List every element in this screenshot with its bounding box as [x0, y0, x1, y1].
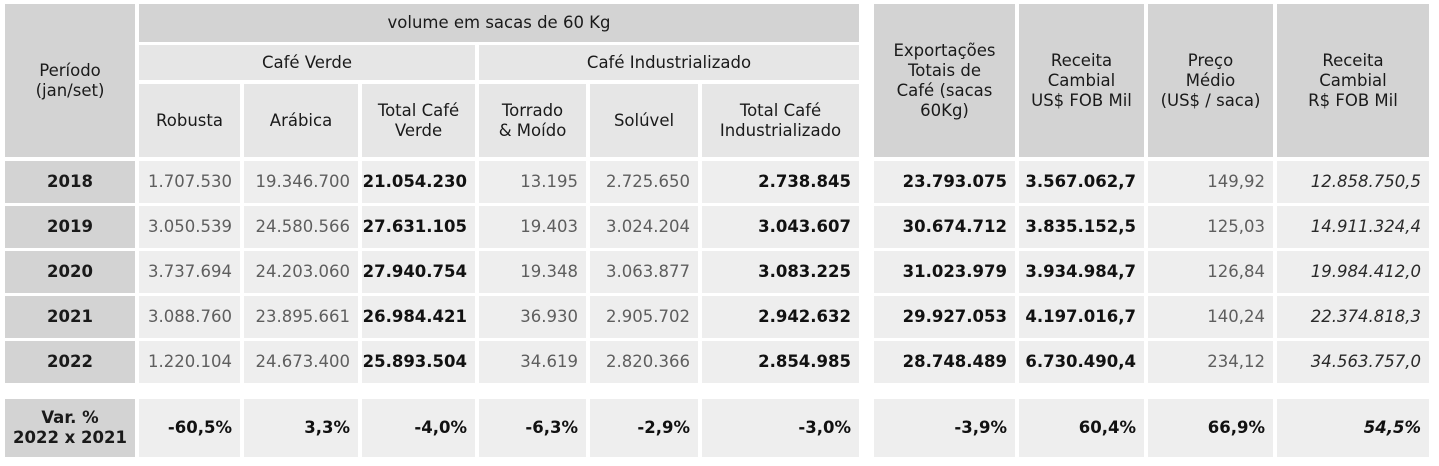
cell-exportacoes: 28.748.489: [874, 341, 1015, 383]
cell-soluvel: 3.063.877: [590, 251, 698, 293]
cell-soluvel: 3.024.204: [590, 206, 698, 248]
variation-total-industrializado: -3,0%: [702, 399, 859, 457]
cell-arabica: 23.895.661: [244, 296, 358, 338]
cell-receita-usd: 4.197.016,7: [1019, 296, 1144, 338]
cell-torrado: 36.930: [479, 296, 586, 338]
header-total-verde: Total Café Verde: [362, 84, 475, 157]
cell-arabica: 24.203.060: [244, 251, 358, 293]
cell-total-industrializado: 2.942.632: [702, 296, 859, 338]
cell-preco-medio: 126,84: [1148, 251, 1273, 293]
header-robusta: Robusta: [139, 84, 240, 157]
header-receita-usd: Receita Cambial US$ FOB Mil: [1019, 4, 1144, 157]
variation-preco-medio: 66,9%: [1148, 399, 1273, 457]
header-cafe-industrializado: Café Industrializado: [479, 45, 859, 80]
header-cafe-verde: Café Verde: [139, 45, 475, 80]
cell-exportacoes: 29.927.053: [874, 296, 1015, 338]
cell-soluvel: 2.905.702: [590, 296, 698, 338]
variation-receita-brl: 54,5%: [1277, 399, 1429, 457]
variation-receita-usd: 60,4%: [1019, 399, 1144, 457]
header-total-industrializado: Total Café Industrializado: [702, 84, 859, 157]
cell-torrado: 13.195: [479, 161, 586, 203]
row-year: 2018: [5, 161, 135, 203]
variation-robusta: -60,5%: [139, 399, 240, 457]
cell-preco-medio: 140,24: [1148, 296, 1273, 338]
row-year: 2019: [5, 206, 135, 248]
cell-robusta: 3.737.694: [139, 251, 240, 293]
cell-total-industrializado: 3.083.225: [702, 251, 859, 293]
cell-total-verde: 21.054.230: [362, 161, 475, 203]
cell-torrado: 19.403: [479, 206, 586, 248]
header-torrado: Torrado & Moído: [479, 84, 586, 157]
header-receita-brl: Receita Cambial R$ FOB Mil: [1277, 4, 1429, 157]
cell-receita-brl: 34.563.757,0: [1277, 341, 1429, 383]
cell-robusta: 1.707.530: [139, 161, 240, 203]
cell-robusta: 3.050.539: [139, 206, 240, 248]
header-preco-medio: Preço Médio (US$ / saca): [1148, 4, 1273, 157]
cell-robusta: 1.220.104: [139, 341, 240, 383]
cell-preco-medio: 125,03: [1148, 206, 1273, 248]
variation-total-verde: -4,0%: [362, 399, 475, 457]
header-exportacoes: Exportações Totais de Café (sacas 60Kg): [874, 4, 1015, 157]
cell-robusta: 3.088.760: [139, 296, 240, 338]
cell-exportacoes: 23.793.075: [874, 161, 1015, 203]
cell-receita-brl: 22.374.818,3: [1277, 296, 1429, 338]
cell-receita-usd: 3.835.152,5: [1019, 206, 1144, 248]
cell-total-industrializado: 2.738.845: [702, 161, 859, 203]
cell-total-verde: 26.984.421: [362, 296, 475, 338]
cell-total-industrializado: 3.043.607: [702, 206, 859, 248]
cell-torrado: 34.619: [479, 341, 586, 383]
variation-arabica: 3,3%: [244, 399, 358, 457]
cell-receita-brl: 14.911.324,4: [1277, 206, 1429, 248]
cell-receita-brl: 19.984.412,0: [1277, 251, 1429, 293]
cell-total-verde: 27.940.754: [362, 251, 475, 293]
cell-soluvel: 2.820.366: [590, 341, 698, 383]
header-soluvel: Solúvel: [590, 84, 698, 157]
cell-arabica: 24.580.566: [244, 206, 358, 248]
cell-arabica: 24.673.400: [244, 341, 358, 383]
row-year: 2022: [5, 341, 135, 383]
cell-exportacoes: 31.023.979: [874, 251, 1015, 293]
variation-label: Var. % 2022 x 2021: [5, 399, 135, 457]
cell-exportacoes: 30.674.712: [874, 206, 1015, 248]
cell-receita-usd: 3.567.062,7: [1019, 161, 1144, 203]
cell-total-industrializado: 2.854.985: [702, 341, 859, 383]
variation-exportacoes: -3,9%: [874, 399, 1015, 457]
cell-total-verde: 25.893.504: [362, 341, 475, 383]
variation-torrado: -6,3%: [479, 399, 586, 457]
cell-soluvel: 2.725.650: [590, 161, 698, 203]
variation-soluvel: -2,9%: [590, 399, 698, 457]
row-year: 2021: [5, 296, 135, 338]
cell-receita-usd: 6.730.490,4: [1019, 341, 1144, 383]
cell-arabica: 19.346.700: [244, 161, 358, 203]
header-volume: volume em sacas de 60 Kg: [139, 4, 859, 42]
cell-preco-medio: 149,92: [1148, 161, 1273, 203]
cell-receita-brl: 12.858.750,5: [1277, 161, 1429, 203]
cell-preco-medio: 234,12: [1148, 341, 1273, 383]
cell-torrado: 19.348: [479, 251, 586, 293]
cell-total-verde: 27.631.105: [362, 206, 475, 248]
header-periodo: Período (jan/set): [5, 4, 135, 157]
cell-receita-usd: 3.934.984,7: [1019, 251, 1144, 293]
header-arabica: Arábica: [244, 84, 358, 157]
row-year: 2020: [5, 251, 135, 293]
